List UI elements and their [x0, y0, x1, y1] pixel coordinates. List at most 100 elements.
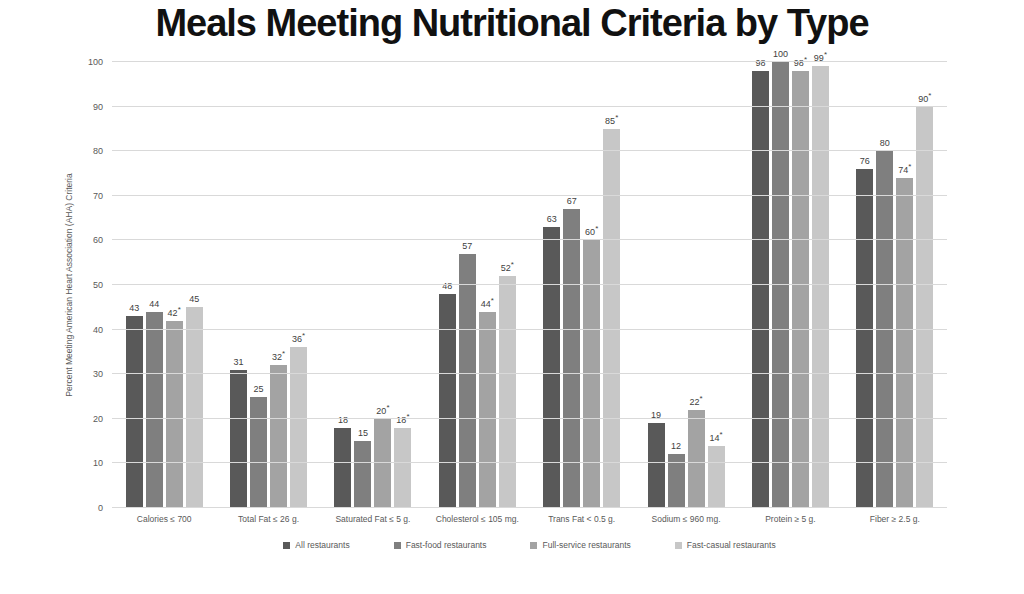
bar: [603, 129, 620, 508]
bar-slot: 14*: [708, 62, 725, 508]
significance-asterisk: *: [386, 403, 389, 412]
bar-value-label: 90*: [918, 94, 931, 104]
bar-value-label: 36*: [292, 334, 305, 344]
bar-value-label: 20*: [376, 406, 389, 416]
bar: [896, 178, 913, 508]
bar-value-label: 67: [567, 196, 577, 206]
gridline: [112, 195, 947, 196]
bar-value-label: 44*: [481, 299, 494, 309]
y-tick-label: 30: [93, 369, 103, 379]
y-tick-label: 60: [93, 235, 103, 245]
bar-value-label: 25: [254, 384, 264, 394]
bar-slot: 99*: [812, 62, 829, 508]
bar-value-label: 31: [234, 357, 244, 367]
bar-value-label: 52*: [501, 263, 514, 273]
bar-slot: 80: [876, 62, 893, 508]
legend-marker: [394, 542, 401, 549]
bar-value-label: 44: [149, 299, 159, 309]
gridline: [112, 462, 947, 463]
bar-slot: 18: [334, 62, 351, 508]
x-category-label: Cholesterol ≤ 105 mg.: [425, 514, 529, 524]
bar: [792, 71, 809, 508]
bar-group: 9810098*99*: [738, 62, 842, 508]
bar: [166, 321, 183, 508]
bar-group: 434442*45: [112, 62, 216, 508]
bar-value-label: 48: [442, 281, 452, 291]
bar-slot: 31: [230, 62, 247, 508]
y-tick-label: 0: [98, 503, 103, 513]
bar-value-label: 45: [189, 294, 199, 304]
gridline: [112, 106, 947, 107]
bar: [543, 227, 560, 508]
significance-asterisk: *: [282, 349, 285, 358]
bar-slot: 20*: [374, 62, 391, 508]
significance-asterisk: *: [720, 430, 723, 439]
bar-slot: 67: [563, 62, 580, 508]
bar-slot: 76: [856, 62, 873, 508]
x-category-label: Protein ≥ 5 g.: [738, 514, 842, 524]
bar: [439, 294, 456, 508]
legend-item: Fast-casual restaurants: [675, 540, 776, 550]
bar: [250, 397, 267, 509]
gridline: [112, 418, 947, 419]
x-category-label: Total Fat ≤ 26 g.: [216, 514, 320, 524]
legend-item-label: Fast-food restaurants: [406, 540, 487, 550]
y-tick-label: 20: [93, 414, 103, 424]
bar: [394, 428, 411, 508]
significance-asterisk: *: [178, 305, 181, 314]
bar-slot: 15: [354, 62, 371, 508]
gridline: [112, 284, 947, 285]
bar-slot: 100: [772, 62, 789, 508]
bar-group: 191222*14*: [634, 62, 738, 508]
bar-slot: 22*: [688, 62, 705, 508]
bar-value-label: 100: [773, 49, 788, 59]
significance-asterisk: *: [406, 412, 409, 421]
bar: [479, 312, 496, 508]
bar: [708, 446, 725, 508]
x-category-label: Sodium ≤ 960 mg.: [634, 514, 738, 524]
x-category-label: Calories ≤ 700: [112, 514, 216, 524]
significance-asterisk: *: [615, 113, 618, 122]
bar-group: 485744*52*: [425, 62, 529, 508]
bar-group: 312532*36*: [216, 62, 320, 508]
bar-value-label: 42*: [168, 308, 181, 318]
legend: All restaurants Fast-food restaurants Full…: [112, 540, 947, 550]
y-tick-label: 70: [93, 191, 103, 201]
bar-value-label: 15: [358, 428, 368, 438]
gridline: [112, 373, 947, 374]
bar-slot: 45: [186, 62, 203, 508]
legend-item-label: Full-service restaurants: [542, 540, 630, 550]
bar: [812, 66, 829, 508]
bar-slot: 52*: [499, 62, 516, 508]
bar-slot: 60*: [583, 62, 600, 508]
legend-marker: [283, 542, 290, 549]
bar-group: 7680 74* 90*: [843, 62, 947, 508]
bar: [583, 240, 600, 508]
bar: [772, 62, 789, 508]
bar: [334, 428, 351, 508]
bar-slot: 85*: [603, 62, 620, 508]
gridline: [112, 507, 947, 508]
bar: [916, 107, 933, 508]
bar-slot: 98*: [792, 62, 809, 508]
legend-item: All restaurants: [283, 540, 349, 550]
y-axis-title: Percent Meeting American Heart Associati…: [62, 62, 76, 508]
bar-value-label: 22*: [689, 397, 702, 407]
x-category-label: Saturated Fat ≤ 5 g.: [321, 514, 425, 524]
slide: Meals Meeting Nutritional Criteria by Ty…: [0, 0, 1024, 594]
bar: [374, 419, 391, 508]
bar-value-label: 74*: [898, 165, 911, 175]
legend-marker: [675, 542, 682, 549]
bar-value-label: 12: [671, 441, 681, 451]
bar: [186, 307, 203, 508]
bar-slot: 44*: [479, 62, 496, 508]
bar-value-label: 98*: [794, 58, 807, 68]
plot-area: 434442*45312532*36*181520*18*485744*52*6…: [112, 62, 947, 508]
bar-slot: 63: [543, 62, 560, 508]
bar: [752, 71, 769, 508]
y-tick-label: 50: [93, 280, 103, 290]
bar: [688, 410, 705, 508]
bar: [146, 312, 163, 508]
bar-slot: 48: [439, 62, 456, 508]
legend-item: Fast-food restaurants: [394, 540, 487, 550]
